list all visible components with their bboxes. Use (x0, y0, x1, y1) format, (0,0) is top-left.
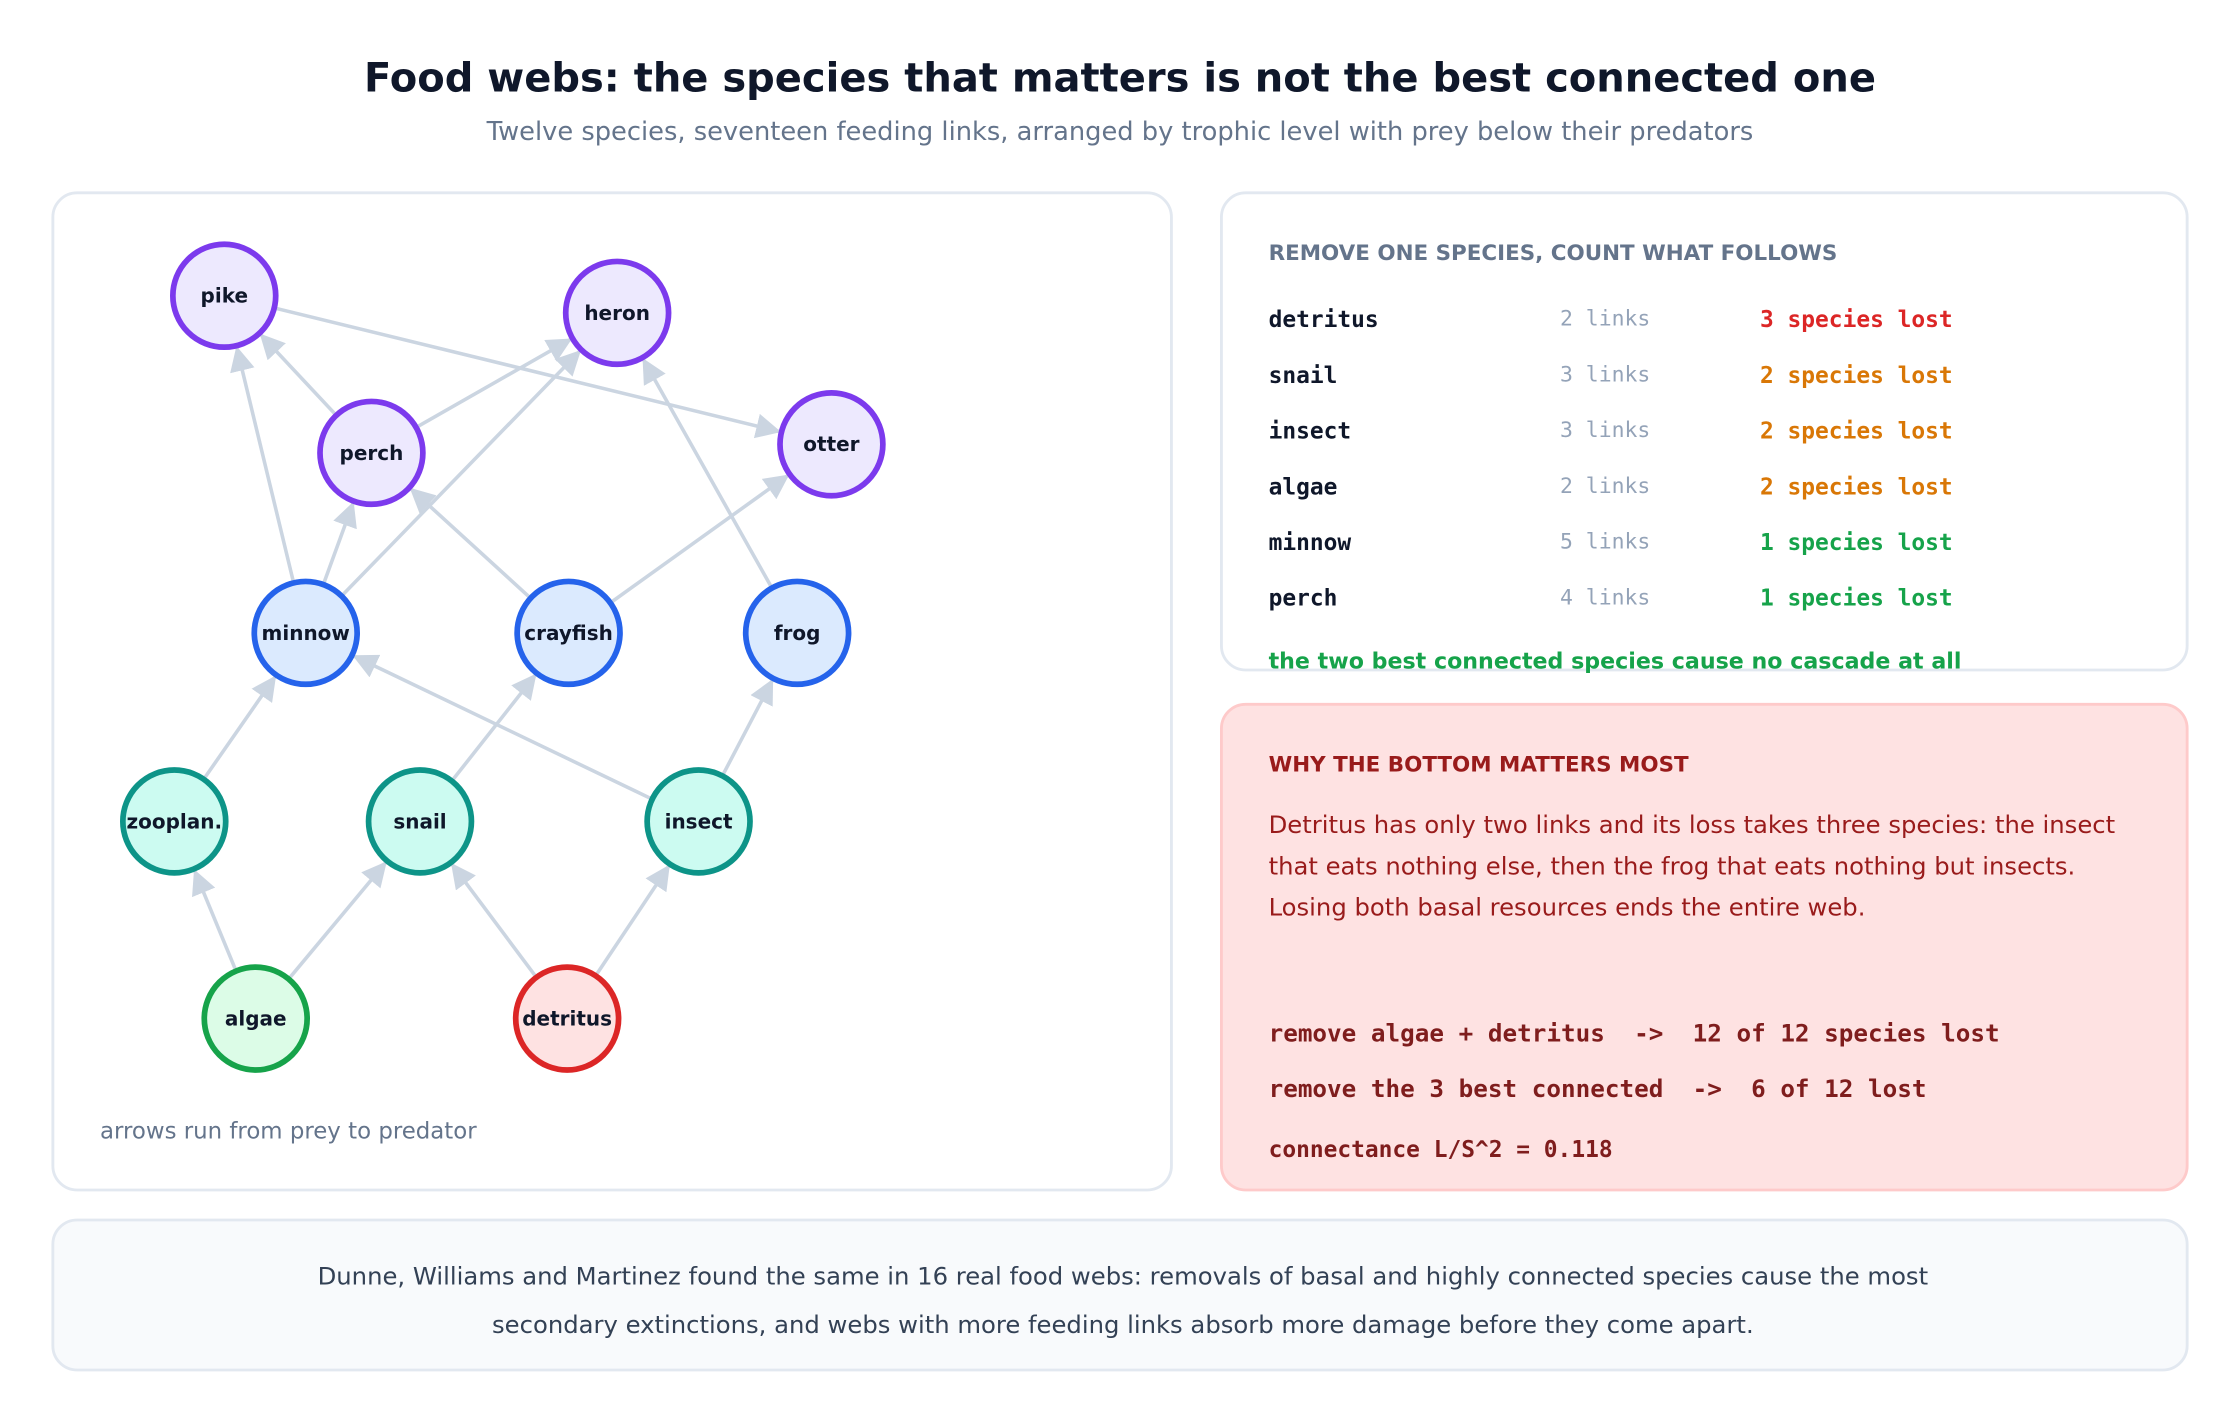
species-name: perch (1268, 584, 1338, 612)
species-label: zooplan. (127, 809, 223, 833)
link-count: 3 links (1559, 417, 1651, 443)
species-node (562, 258, 672, 368)
conclusion: the two best connected species cause no … (1268, 648, 1962, 675)
feeding-link (642, 357, 774, 589)
species-name: algae (1268, 472, 1338, 500)
title: Food webs: the species that matters is n… (364, 54, 1876, 102)
why-heading: WHY THE BOTTOM MATTERS MOST (1268, 751, 1689, 778)
species-label: snail (393, 809, 446, 833)
species-lost: 2 species lost (1759, 472, 1953, 500)
species-label: frog (774, 621, 821, 645)
link-count: 2 links (1559, 305, 1651, 332)
link-count: 3 links (1559, 361, 1651, 388)
feeding-link (259, 333, 338, 417)
species-node (512, 964, 622, 1073)
feeding-link (594, 864, 670, 977)
species-label: perch (340, 441, 404, 465)
species-lost: 2 species lost (1759, 361, 1953, 389)
species-lost: 1 species lost (1759, 584, 1953, 612)
why-card: WHY THE BOTTOM MATTERS MOST Detritus has… (1219, 702, 2189, 1192)
subtitle: Twelve species, seventeen feeding links,… (486, 117, 1754, 148)
feeding-link (340, 349, 582, 598)
species-label: minnow (262, 621, 350, 645)
species-node (742, 578, 852, 688)
link-count: 4 links (1559, 584, 1651, 610)
feeding-link (230, 346, 296, 584)
link-count: 5 links (1559, 528, 1651, 555)
species-name: insect (1268, 417, 1352, 445)
removal-result: connectance L/S^2 = 0.118 (1268, 1135, 1613, 1163)
species-node (365, 767, 475, 876)
feeding-link (409, 487, 532, 600)
species-lost: 3 species lost (1759, 305, 1953, 333)
species-node (644, 767, 753, 876)
footer-card: Dunne, Williams and Martinez found the s… (51, 1218, 2189, 1372)
feeding-link (415, 338, 573, 429)
species-label: otter (803, 432, 859, 456)
link-count: 2 links (1559, 472, 1651, 499)
species-name: snail (1268, 361, 1338, 389)
species-lost: 1 species lost (1759, 528, 1953, 556)
species-lost: 2 species lost (1759, 417, 1953, 445)
species-node (777, 389, 886, 499)
footer: Dunne, Williams and Martinez found the s… (317, 1262, 1929, 1340)
feeding-link (450, 862, 538, 979)
feeding-link (273, 306, 782, 439)
cascade-heading: REMOVE ONE SPECIES, COUNT WHAT FOLLOWS (1268, 239, 1838, 266)
species-label: detritus (522, 1006, 612, 1030)
feeding-link (609, 474, 790, 605)
species-name: detritus (1268, 305, 1379, 333)
note: arrows run from prey to predator (99, 1117, 477, 1145)
food-web: pike heron perch otter minnow crayfish frog zoo… (119, 241, 886, 1073)
why-body: Detritus has only two links and its loss… (1268, 811, 2116, 923)
feeding-link (450, 673, 537, 783)
species-node (317, 398, 426, 508)
diagram-card: pike heron perch otter minnow crayfish frog zoo… (51, 191, 1173, 1192)
feeding-link (192, 869, 238, 972)
feeding-link (720, 678, 774, 777)
cascade-card: REMOVE ONE SPECIES, COUNT WHAT FOLLOWS d… (1219, 191, 2189, 674)
feeding-link (321, 501, 357, 586)
species-node (169, 241, 279, 350)
species-label: algae (225, 1006, 287, 1030)
removal-result: remove the 3 best connected -> 6 of 12 l… (1268, 1075, 1927, 1105)
feeding-link (352, 654, 653, 801)
species-node (514, 578, 623, 688)
species-label: insect (665, 809, 733, 833)
species-label: crayfish (524, 621, 613, 645)
removal-result: remove algae + detritus -> 12 of 12 spec… (1268, 1019, 2000, 1049)
species-label: pike (201, 284, 248, 308)
species-name: minnow (1268, 528, 1352, 556)
feeding-link (202, 675, 277, 781)
species-node (201, 964, 310, 1073)
feeding-link (287, 861, 387, 981)
species-node (119, 767, 229, 876)
species-label: heron (584, 301, 650, 325)
species-node (251, 578, 360, 688)
